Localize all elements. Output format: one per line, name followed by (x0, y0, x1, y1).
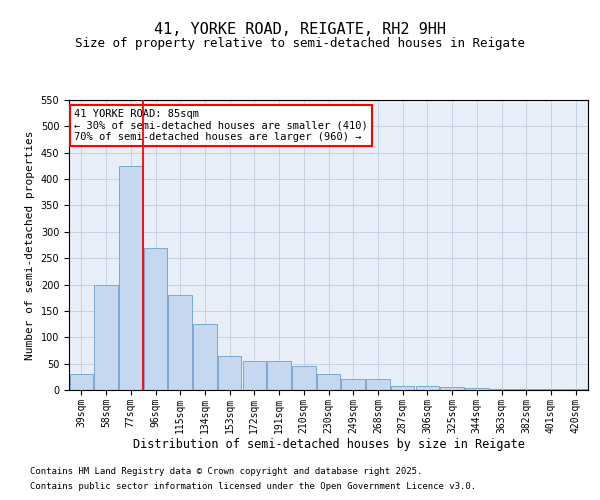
Y-axis label: Number of semi-detached properties: Number of semi-detached properties (25, 130, 35, 360)
Bar (268, 361, 291, 390)
Bar (193, 324, 217, 390)
Bar (292, 366, 316, 390)
Bar (169, 295, 192, 390)
Bar (440, 388, 464, 390)
Bar (144, 248, 167, 390)
Bar (242, 361, 266, 390)
Bar (218, 356, 241, 390)
Bar (416, 386, 439, 390)
Bar (341, 380, 365, 390)
Bar (317, 374, 340, 390)
Text: 41 YORKE ROAD: 85sqm
← 30% of semi-detached houses are smaller (410)
70% of semi: 41 YORKE ROAD: 85sqm ← 30% of semi-detac… (74, 108, 368, 142)
Text: Contains public sector information licensed under the Open Government Licence v3: Contains public sector information licen… (30, 482, 476, 491)
Text: 41, YORKE ROAD, REIGATE, RH2 9HH: 41, YORKE ROAD, REIGATE, RH2 9HH (154, 22, 446, 38)
X-axis label: Distribution of semi-detached houses by size in Reigate: Distribution of semi-detached houses by … (133, 438, 524, 452)
Bar (70, 374, 93, 390)
Bar (366, 380, 389, 390)
Bar (94, 284, 118, 390)
Bar (514, 389, 538, 390)
Bar (391, 386, 415, 390)
Bar (465, 388, 488, 390)
Text: Contains HM Land Registry data © Crown copyright and database right 2025.: Contains HM Land Registry data © Crown c… (30, 467, 422, 476)
Text: Size of property relative to semi-detached houses in Reigate: Size of property relative to semi-detach… (75, 38, 525, 51)
Bar (490, 389, 513, 390)
Bar (119, 166, 143, 390)
